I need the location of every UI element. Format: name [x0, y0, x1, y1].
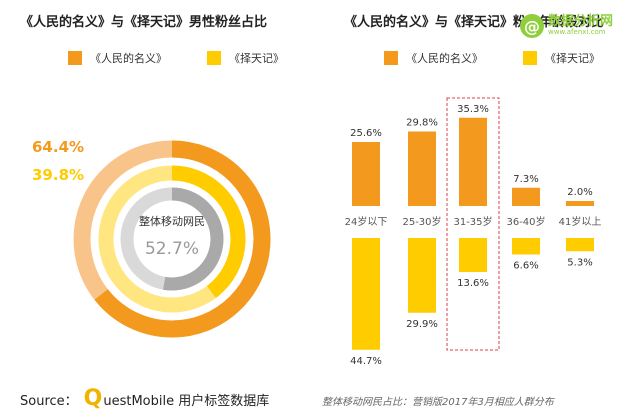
donut-center-value: 52.7% — [145, 239, 199, 259]
bar-label-zetianji-3: 6.6% — [513, 261, 538, 272]
ring-overall-arc — [120, 187, 224, 291]
bar-label-renmin-2: 35.3% — [457, 104, 489, 115]
category-label-4: 41岁以上 — [559, 215, 602, 228]
source-label: Source： — [20, 394, 78, 409]
brand-q: Q — [83, 386, 103, 411]
bar-label-renmin-3: 7.3% — [513, 174, 538, 185]
bar-label-renmin-0: 25.6% — [350, 128, 382, 139]
bar-zetianji-1 — [408, 238, 436, 313]
bar-zetianji-4 — [566, 238, 594, 252]
donut-center-label: 整体移动网民 — [139, 214, 205, 228]
category-label-2: 31-35岁 — [453, 215, 492, 228]
bar-label-renmin-4: 2.0% — [567, 187, 592, 198]
bar-renmin-4 — [566, 201, 594, 206]
bar-label-zetianji-4: 5.3% — [567, 257, 592, 268]
donut-center — [135, 202, 209, 276]
legend-item-renmin: 《人民的名义》 — [68, 50, 167, 66]
legend-swatch-renmin — [68, 51, 82, 65]
bar-legend-label-renmin: 《人民的名义》 — [406, 52, 483, 65]
bar-legend-item-renmin: 《人民的名义》 — [384, 50, 483, 66]
bar-renmin-2 — [459, 117, 487, 206]
highlight-box — [446, 97, 500, 351]
bar-label-zetianji-0: 44.7% — [350, 356, 382, 367]
watermark-url: www.afenxi.com — [548, 28, 606, 37]
legend-label-renmin: 《人民的名义》 — [90, 52, 167, 65]
footer-note: 整体移动网民占比：营销版2017年3月相应人群分布 — [322, 397, 554, 408]
bar-legend-swatch-zetianji — [523, 51, 537, 65]
ring-renmin-arc — [73, 140, 271, 338]
legend-label-zetianji: 《择天记》 — [229, 52, 284, 65]
category-label-0: 24岁以下 — [345, 215, 388, 228]
donut-legend: 《人民的名义》 《择天记》 — [68, 50, 324, 66]
legend-swatch-zetianji — [207, 51, 221, 65]
watermark-text: 数据分析网 — [548, 14, 614, 29]
bar-legend-swatch-renmin — [384, 51, 398, 65]
watermark-logo: @ 数据分析网 www.afenxi.com — [520, 14, 613, 38]
category-label-1: 25-30岁 — [402, 215, 441, 228]
bar-renmin-0 — [352, 142, 380, 206]
bar-label-zetianji-1: 29.9% — [406, 319, 438, 330]
watermark-icon: @ — [520, 14, 544, 38]
ring-zetianji-arc — [98, 165, 246, 313]
bar-zetianji-2 — [459, 238, 487, 272]
brand-rest: uestMobile 用户标签数据库 — [103, 394, 270, 409]
bar-zetianji-3 — [512, 238, 540, 255]
bar-renmin-3 — [512, 187, 540, 206]
bar-legend: 《人民的名义》 《择天记》 — [384, 50, 640, 66]
legend-item-zetianji: 《择天记》 — [207, 50, 284, 66]
donut-title: 《人民的名义》与《择天记》男性粉丝占比 — [20, 15, 268, 30]
bar-renmin-1 — [408, 131, 436, 206]
bar-label-zetianji-2: 13.6% — [457, 278, 489, 289]
pct-label-zetianji: 39.8% — [32, 166, 85, 184]
category-label-3: 36-40岁 — [506, 215, 545, 228]
pct-label-renmin: 64.4% — [32, 138, 85, 156]
bar-zetianji-0 — [352, 238, 380, 350]
bar-legend-label-zetianji: 《择天记》 — [545, 52, 600, 65]
bar-legend-item-zetianji: 《择天记》 — [523, 50, 600, 66]
bar-label-renmin-1: 29.8% — [406, 118, 438, 129]
source-footer: Source： Q uestMobile 用户标签数据库 — [20, 386, 269, 411]
